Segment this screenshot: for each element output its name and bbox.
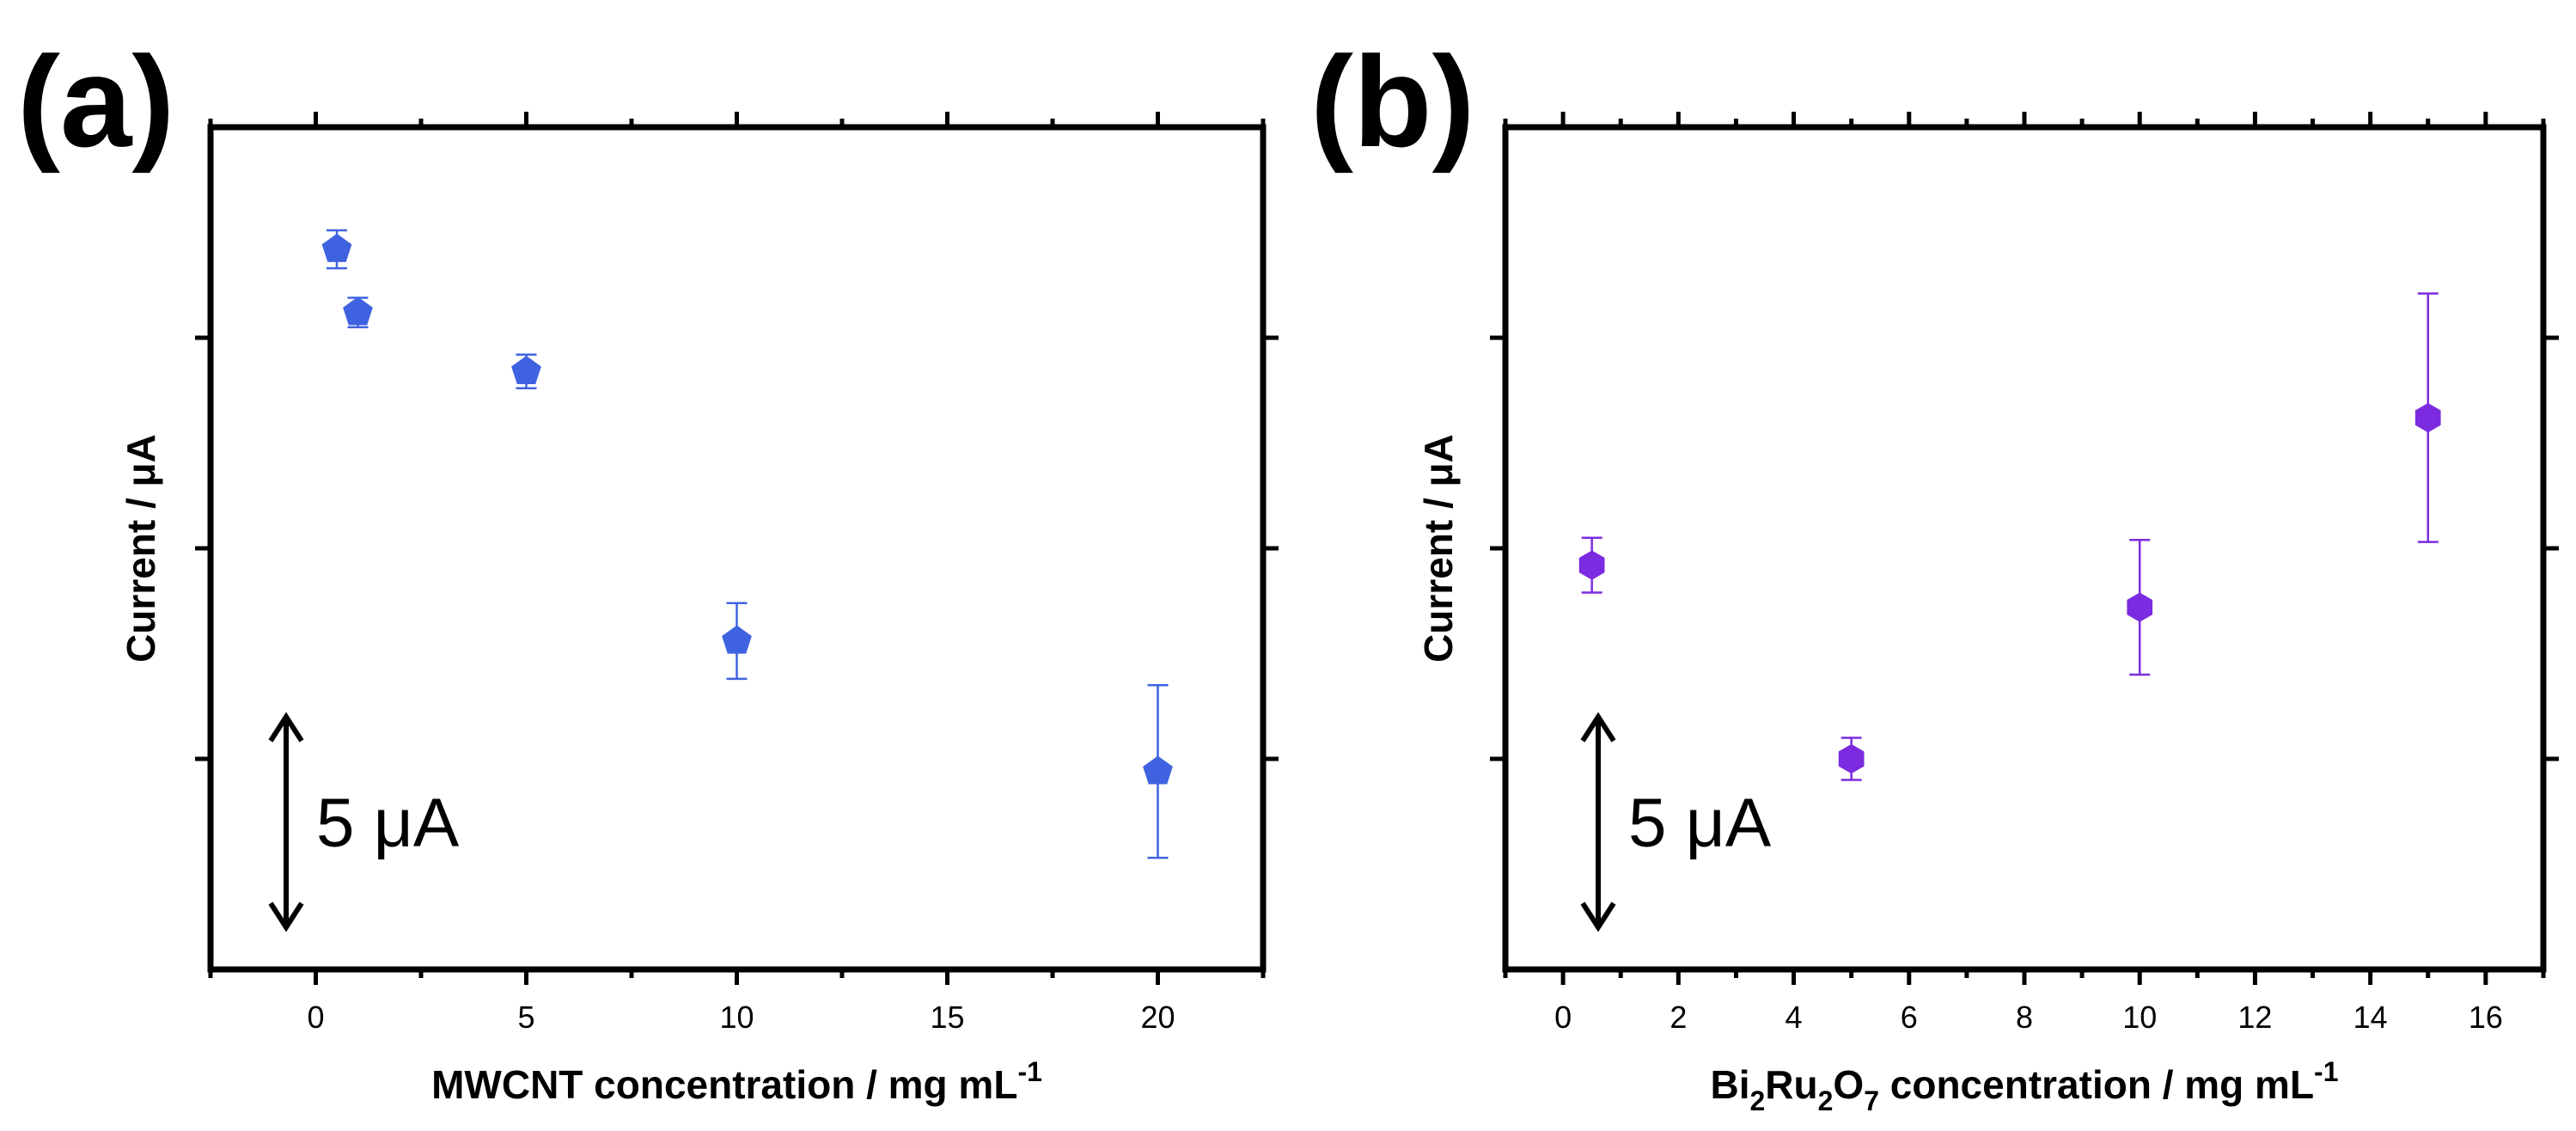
panel-a: (a) 0 5 10 15 20 Current / μA MWCNT concentrati…: [17, 29, 1279, 1107]
scale-bar-label: 5 μA: [1628, 785, 1772, 861]
x-tick-label: 12: [2237, 1000, 2272, 1035]
x-tick-label: 16: [2469, 1000, 2503, 1035]
plot-frame: [207, 124, 1267, 973]
panel-label: (a): [17, 29, 174, 174]
x-tick-label: 10: [2122, 1000, 2157, 1035]
x-axis-label-part: concentration / mg mL: [1879, 1062, 2314, 1107]
x-axis-label-part: Ru: [1765, 1062, 1817, 1107]
data-point: [1578, 550, 1605, 580]
x-axis-label-part: -1: [1017, 1056, 1041, 1087]
x-tick-label: 0: [307, 1000, 324, 1035]
data-point: [321, 233, 352, 262]
y-axis-label: Current / μA: [1416, 434, 1461, 663]
x-tick-label: 20: [1140, 1000, 1175, 1035]
x-tick-label: 15: [930, 1000, 964, 1035]
x-axis-label-part: Bi: [1711, 1062, 1750, 1107]
panel-label: (b): [1310, 29, 1475, 174]
x-tick-label: 14: [2353, 1000, 2388, 1035]
scale-bar-label: 5 μA: [316, 785, 460, 861]
x-axis-label-part: MWCNT concentration / mg mL: [431, 1062, 1017, 1107]
x-tick-label: 5: [517, 1000, 534, 1035]
x-axis-label-part: 2: [1818, 1085, 1834, 1116]
x-tick-label: 0: [1554, 1000, 1572, 1035]
data-point: [343, 297, 373, 326]
data-point: [511, 355, 541, 384]
x-axis-label: MWCNT concentration / mg mL-1: [431, 1056, 1042, 1107]
data-point: [2127, 592, 2153, 622]
x-tick-label: 8: [2016, 1000, 2033, 1035]
data-point: [1143, 755, 1173, 785]
x-axis-label: Bi2Ru2O7 concentration / mg mL-1: [1711, 1056, 2339, 1116]
plot-frame: [1502, 124, 2547, 973]
data-point: [2414, 402, 2441, 433]
x-axis-label-part: O: [1833, 1062, 1864, 1107]
x-axis-label-part: -1: [2314, 1056, 2338, 1087]
x-axis-label-part: 2: [1750, 1085, 1766, 1116]
x-tick-label: 2: [1670, 1000, 1687, 1035]
data-point: [722, 625, 752, 654]
x-tick-label: 10: [719, 1000, 754, 1035]
x-tick-label: 4: [1785, 1000, 1803, 1035]
x-axis-label-part: 7: [1864, 1085, 1879, 1116]
scale-bar-arrow-up: [1580, 712, 1616, 743]
scale-bar-arrow-down: [1580, 902, 1616, 932]
scale-bar-arrow-up: [268, 712, 304, 743]
scale-bar-arrow-down: [268, 902, 304, 932]
x-tick-label: 6: [1901, 1000, 1918, 1035]
y-axis-label: Current / μA: [119, 434, 163, 663]
data-point: [1838, 743, 1865, 774]
